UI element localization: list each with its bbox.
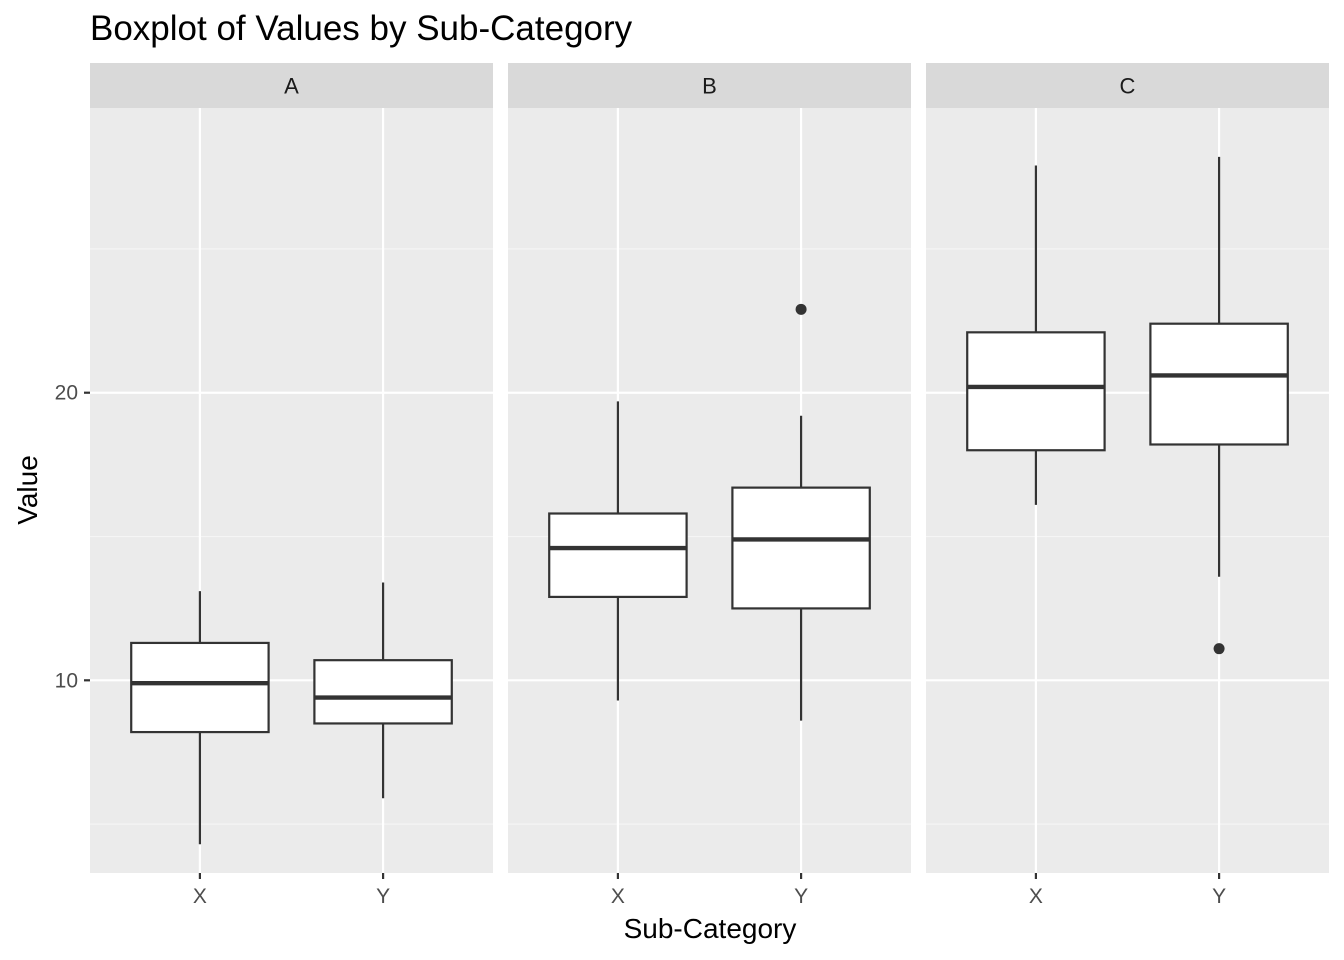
x-tick-label: Y: [376, 885, 390, 908]
facet-panels: A X Y B X Y C X Y: [90, 63, 1329, 908]
y-tick-label: 10: [55, 669, 78, 692]
x-tick-label: Y: [794, 885, 808, 908]
x-tick-label: X: [193, 885, 207, 908]
box-iqr: [1149, 322, 1289, 446]
y-axis-title: Value: [12, 455, 43, 525]
box-iqr: [130, 641, 270, 734]
facet-panel-b: B X Y: [508, 63, 911, 908]
x-tick-label: X: [1029, 885, 1043, 908]
outlier-point: [795, 303, 807, 315]
x-tick-label: X: [611, 885, 625, 908]
facet-strip-label: C: [1120, 74, 1136, 99]
facet-strip: [508, 63, 911, 108]
box-a-x: [130, 591, 270, 845]
facet-strip: [90, 63, 493, 108]
y-tick-label: 20: [55, 382, 78, 405]
facet-panel-a: A X Y: [90, 63, 493, 908]
box-iqr: [548, 512, 688, 599]
panel-background: [926, 108, 1329, 873]
facet-strip-label: B: [702, 74, 717, 99]
facet-panel-c: C X Y: [926, 63, 1329, 908]
box-iqr: [731, 486, 871, 610]
chart-title: Boxplot of Values by Sub-Category: [90, 9, 633, 48]
x-axis-title: Sub-Category: [624, 913, 797, 944]
box-a-y: [313, 582, 453, 799]
outlier-point: [1213, 643, 1225, 655]
y-axis: 10 20: [55, 382, 90, 692]
facet-strip: [926, 63, 1329, 108]
panel-background: [90, 108, 493, 873]
box-c-y: [1149, 156, 1289, 655]
box-b-x: [548, 401, 688, 701]
facet-strip-label: A: [284, 74, 299, 99]
box-b-y: [731, 303, 871, 721]
x-tick-label: Y: [1212, 885, 1226, 908]
box-iqr: [966, 331, 1106, 452]
box-c-x: [966, 165, 1106, 505]
box-iqr: [313, 659, 453, 725]
